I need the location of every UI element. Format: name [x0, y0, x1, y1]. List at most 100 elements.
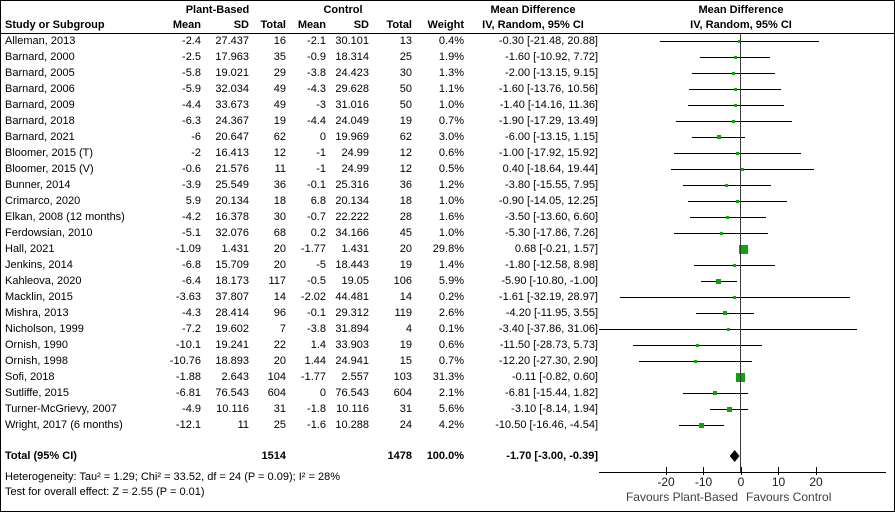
study-row: Sutliffe, 2015 -6.81 76.543 604 0 76.543 604 2.…	[1, 385, 894, 401]
control-sd-cell: 18.443	[335, 259, 369, 271]
study-row: Kahleova, 2020 -6.4 18.173 117 -0.5 19.05 106 5…	[1, 273, 894, 289]
study-row: Bloomer, 2015 (T) -2 16.413 12 -1 24.99 12 0.6%…	[1, 145, 894, 161]
axis-tick	[778, 467, 779, 475]
header-column-row: Study or Subgroup Mean SD Total Mean SD …	[1, 17, 894, 33]
control-sd-cell: 22.222	[335, 211, 369, 223]
effect-marker	[738, 39, 742, 43]
plant-sd-cell: 20.647	[215, 131, 249, 143]
study-label: Ornish, 1998	[5, 355, 68, 367]
study-row: Sofi, 2018 -1.88 2.643 104 -1.77 2.557 103 31.3…	[1, 369, 894, 385]
weight-cell: 29.8%	[432, 243, 464, 255]
plant-mean-cell: -10.1	[175, 339, 201, 351]
study-label: Barnard, 2009	[5, 99, 75, 111]
plant-mean-cell: -6.4	[182, 275, 201, 287]
favours-left-label: Favours Plant-Based	[625, 490, 738, 504]
weight-cell: 0.2%	[438, 291, 464, 303]
control-sd-cell: 20.134	[335, 195, 369, 207]
weight-cell: 1.9%	[438, 51, 464, 63]
weight-cell: 0.6%	[438, 339, 464, 351]
control-sd-header: SD	[353, 19, 369, 31]
study-row: Alleman, 2013 -2.4 27.437 16 -2.1 30.101 13 0.4…	[1, 33, 894, 49]
plant-total-cell: 16	[273, 35, 286, 47]
axis-tick	[703, 467, 704, 475]
axis-tick-label: 20	[809, 475, 823, 489]
plant-total-cell: 18	[273, 195, 286, 207]
control-sd-cell: 19.969	[335, 131, 369, 143]
plant-mean-cell: -2	[191, 147, 201, 159]
plant-total-cell: 12	[273, 147, 286, 159]
plant-total-cell: 20	[273, 259, 286, 271]
control-sd-cell: 18.314	[335, 51, 369, 63]
study-label: Macklin, 2015	[5, 291, 73, 303]
plant-mean-cell: -0.6	[182, 163, 201, 175]
effect-marker	[733, 295, 737, 299]
control-sd-cell: 24.941	[335, 355, 369, 367]
effect-marker	[732, 263, 736, 267]
plant-total-cell: 49	[273, 83, 286, 95]
weight-cell: 1.0%	[438, 99, 464, 111]
weight-cell: 2.1%	[438, 387, 464, 399]
control-total-cell: 18	[399, 195, 412, 207]
effect-marker	[733, 55, 737, 59]
control-mean-cell: 0	[319, 387, 326, 399]
effect-marker	[726, 406, 732, 412]
plant-sd-cell: 28.414	[215, 307, 249, 319]
plant-mean-cell: -10.76	[169, 355, 201, 367]
control-mean-cell: -4.3	[307, 83, 326, 95]
weight-cell: 1.1%	[438, 83, 464, 95]
md-ci-cell: -5.90 [-10.80, -1.00]	[501, 275, 598, 287]
favours-right-label: Favours Control	[746, 490, 832, 504]
plant-total-cell: 30	[273, 211, 286, 223]
control-mean-cell: 1.4	[310, 339, 326, 351]
md-ci-cell: -4.20 [-11.95, 3.55]	[505, 307, 598, 319]
weight-cell: 1.0%	[438, 227, 464, 239]
plant-sd-cell: 20.134	[215, 195, 249, 207]
control-mean-cell: -1	[316, 147, 326, 159]
study-label: Ornish, 1990	[5, 339, 68, 351]
control-mean-cell: -3	[316, 99, 326, 111]
study-label: Barnard, 2006	[5, 83, 75, 95]
control-mean-cell: 1.44	[304, 355, 326, 367]
control-sd-cell: 29.312	[335, 307, 369, 319]
axis-tick	[815, 467, 817, 475]
control-mean-cell: -1.8	[307, 403, 326, 415]
plant-sd-cell: 33.673	[215, 99, 249, 111]
md-ci-cell: 0.68 [-0.21, 1.57]	[514, 243, 598, 255]
md-column-header-line1: Mean Difference	[490, 4, 576, 16]
control-total-cell: 20	[399, 243, 412, 255]
control-sd-cell: 31.894	[335, 323, 369, 335]
plant-total-cell: 11	[274, 163, 286, 175]
study-label: Barnard, 2005	[5, 67, 75, 79]
control-total-cell: 24	[399, 419, 412, 431]
plant-total-cell: 96	[273, 307, 286, 319]
study-label: Bloomer, 2015 (T)	[5, 147, 94, 159]
plant-mean-cell: -2.4	[182, 35, 201, 47]
plant-mean-cell: -6.3	[182, 115, 201, 127]
control-mean-cell: -1.6	[307, 419, 326, 431]
plant-based-group-header: Plant-Based	[185, 4, 250, 16]
plant-total-cell: 36	[273, 179, 286, 191]
study-row: Ferdowsian, 2010 -5.1 32.076 68 0.2 34.166 45 1…	[1, 225, 894, 241]
effect-marker	[726, 327, 730, 331]
study-label: Sutliffe, 2015	[5, 387, 70, 399]
plant-mean-cell: -3.63	[175, 291, 201, 303]
md-ci-cell: 0.40 [-18.64, 19.44]	[502, 163, 598, 175]
study-label: Hall, 2021	[5, 243, 55, 255]
total-weight: 100.0%	[426, 450, 464, 462]
effect-marker	[732, 71, 735, 75]
md-ci-cell: -5.30 [-17.86, 7.26]	[505, 227, 598, 239]
plant-sd-cell: 18.173	[215, 275, 249, 287]
effect-marker	[733, 87, 737, 91]
heterogeneity-text: Heterogeneity: Tau² = 1.29; Chi² = 33.52…	[5, 471, 340, 483]
total-row: Total (95% CI) 1514 1478 100.0% -1.70 [-…	[1, 448, 894, 464]
control-sd-cell: 29.628	[335, 83, 369, 95]
study-row: Bloomer, 2015 (V) -0.6 21.576 11 -1 24.99 12 0.…	[1, 161, 894, 177]
weight-cell: 31.3%	[432, 371, 464, 383]
plant-sd-cell: 37.807	[215, 291, 249, 303]
plant-sd-cell: 19.021	[215, 67, 249, 79]
study-label: Barnard, 2018	[5, 115, 75, 127]
md-ci-cell: -0.30 [-21.48, 20.88]	[498, 35, 598, 47]
plant-sd-cell: 25.549	[215, 179, 249, 191]
weight-cell: 2.6%	[438, 307, 464, 319]
md-ci-cell: -12.20 [-27.30, 2.90]	[498, 355, 598, 367]
